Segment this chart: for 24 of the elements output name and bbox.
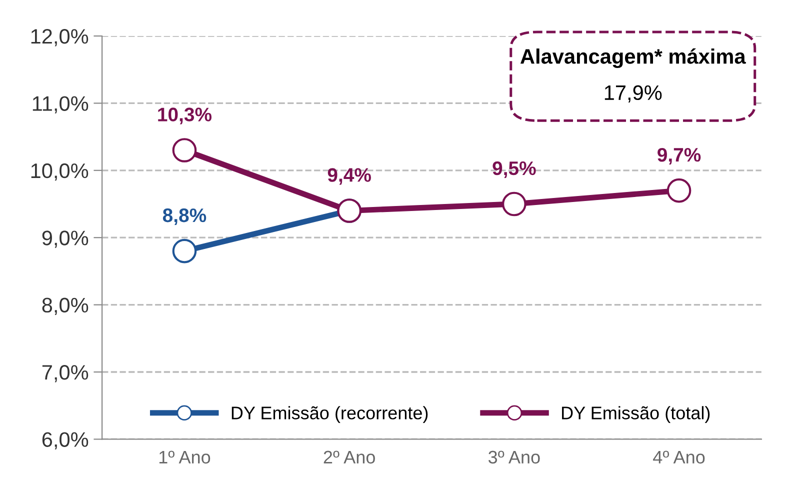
data-label: 9,5% [492,161,536,178]
annotation: Alavancagem* máxima [520,48,746,68]
x-tick-label: 2º Ano [324,450,375,464]
data-label: 9,7% [658,148,701,165]
y-tick-label: 11,0% [32,96,88,114]
annotation: 17,9% [604,85,662,103]
y-tick-label: 9,0% [42,230,88,248]
legend-label: DY Emissão (recorrente) [232,406,428,423]
data-label: 9,4% [328,168,371,185]
y-tick-label: 8,0% [42,298,88,316]
y-tick-label: 6,0% [42,432,88,450]
y-tick-label: 12,0% [31,29,88,46]
y-tick-label: 7,0% [42,365,88,382]
data-label: 8,8% [162,208,206,226]
x-tick-label: 1º Ano [159,450,210,464]
point [502,192,526,216]
x-tick-label: 4º Ano [653,450,705,464]
point [666,178,692,203]
x-tick-label: 3º Ano [488,450,540,464]
legend-label: DY Emissão (total) [562,406,710,423]
data-label: 10,3% [158,108,212,124]
point [172,238,197,264]
y-tick-label: 10,0% [31,163,88,181]
point [172,138,197,162]
